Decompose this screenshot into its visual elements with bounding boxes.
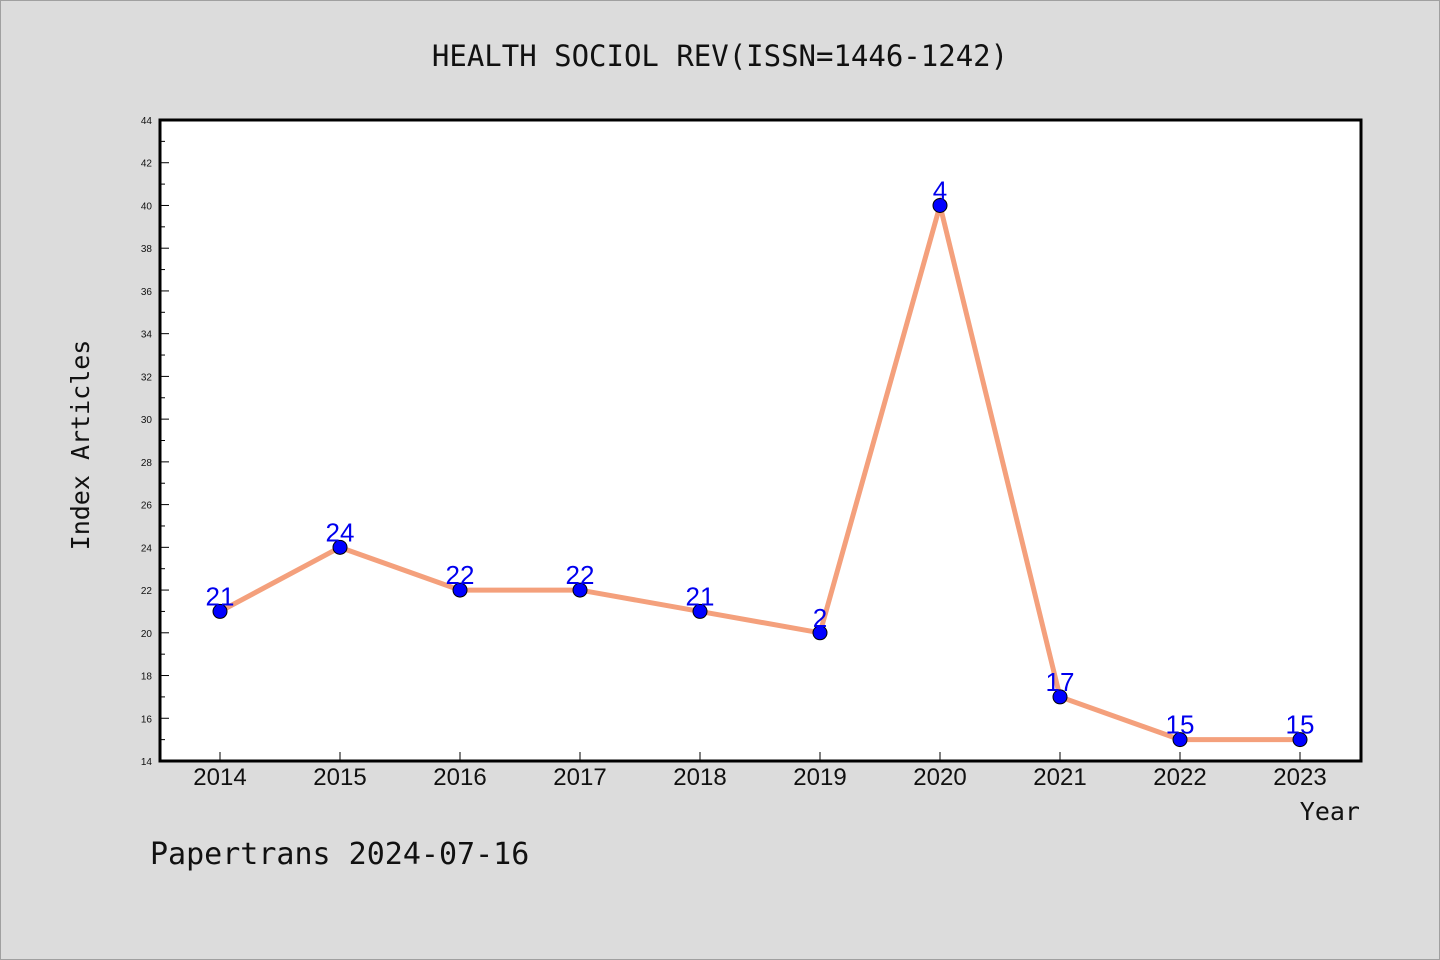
x-tick-label: 2023 [1273, 764, 1326, 791]
data-label: 21 [206, 581, 235, 611]
data-point [452, 582, 468, 598]
data-label: 22 [446, 560, 475, 590]
series-line [218, 195, 1300, 743]
y-tick-label: 28 [141, 458, 153, 469]
data-label: 15 [1286, 710, 1315, 740]
y-tick-label: 44 [141, 116, 153, 127]
data-point [572, 582, 588, 598]
y-tick-label: 26 [141, 501, 153, 512]
y-tick-label: 40 [141, 201, 153, 212]
y-tick-label: 24 [141, 543, 153, 554]
data-label: 4 [933, 175, 947, 205]
y-axis: 14 16 18 20 22 24 26 28 30 32 34 36 38 40 42 44 [141, 116, 169, 768]
x-tick-label: 2022 [1153, 764, 1206, 791]
y-tick-label: 34 [141, 330, 153, 341]
y-tick-label: 18 [141, 672, 153, 683]
x-axis: 2014 2015 2016 2017 2018 2019 2020 2021 2022 2023 [193, 752, 1327, 791]
x-tick-label: 2014 [193, 764, 246, 791]
y-tick-label: 20 [141, 629, 153, 640]
data-label: 2 [813, 603, 827, 633]
x-axis-label: Year [1300, 797, 1360, 826]
data-point [1052, 689, 1068, 705]
x-tick-label: 2017 [553, 764, 606, 791]
y-tick-label: 38 [141, 244, 153, 255]
y-axis-label: Index Articles [66, 340, 95, 551]
data-point [1292, 732, 1308, 748]
x-tick-label: 2016 [433, 764, 486, 791]
x-tick-label: 2021 [1033, 764, 1086, 791]
x-tick-label: 2015 [313, 764, 366, 791]
data-label: 21 [686, 581, 715, 611]
footer-date: Papertrans 2024-07-16 [150, 837, 529, 872]
x-tick-label: 2020 [913, 764, 966, 791]
plot-border [158, 118, 1363, 763]
data-point [812, 625, 828, 641]
data-label: 24 [326, 517, 355, 547]
y-tick-label: 22 [141, 586, 153, 597]
y-tick-label: 16 [141, 714, 153, 725]
data-point [1172, 732, 1188, 748]
data-point [212, 603, 228, 619]
data-label: 17 [1046, 667, 1075, 697]
plot-area [160, 120, 1361, 761]
y-tick-label: 14 [141, 757, 153, 768]
y-tick-label: 32 [141, 372, 153, 383]
x-tick-label: 2019 [793, 764, 846, 791]
data-point [932, 197, 948, 213]
chart-title: HEALTH SOCIOL REV(ISSN=1446-1242) [432, 39, 1008, 73]
y-tick-label: 42 [141, 159, 153, 170]
data-point [692, 603, 708, 619]
data-point [332, 539, 348, 555]
data-label: 22 [566, 560, 595, 590]
data-label: 15 [1166, 710, 1195, 740]
x-tick-label: 2018 [673, 764, 726, 791]
y-tick-label: 30 [141, 415, 153, 426]
y-tick-label: 36 [141, 287, 153, 298]
